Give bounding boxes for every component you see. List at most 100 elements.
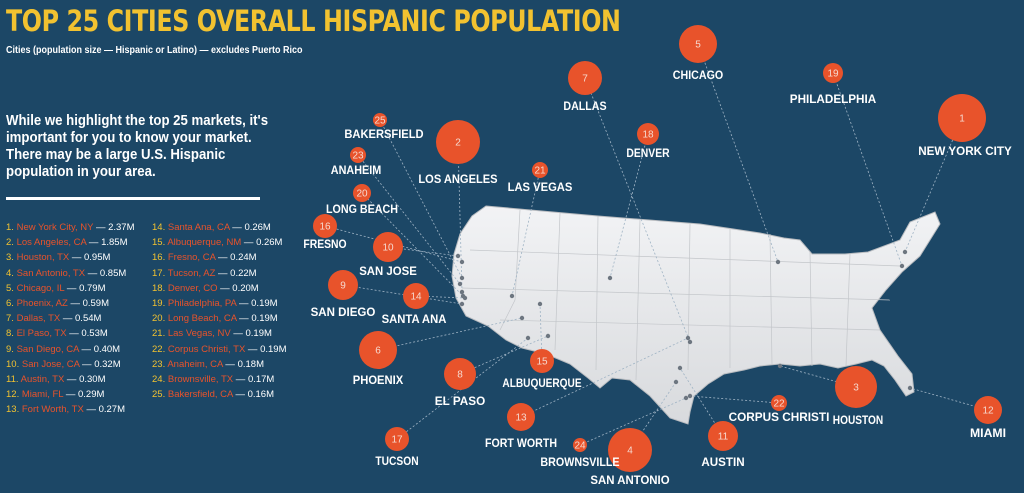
marker-circle [568, 61, 602, 95]
list-item: 21. Las Vegas, NV — 0.19M [152, 328, 272, 340]
connector-line [579, 397, 687, 446]
marker-rank: 1 [959, 114, 965, 125]
list-item: 23. Anaheim, CA — 0.18M [152, 358, 264, 370]
marker-label: SAN JOSE [359, 264, 417, 278]
marker-rank: 19 [827, 69, 839, 80]
city-location-dot [683, 395, 689, 401]
city-marker: 13 FORT WORTH [485, 403, 557, 450]
marker-label: EL PASO [435, 394, 485, 408]
city-marker: 2 LOS ANGELES [418, 120, 498, 186]
marker-rank: 15 [536, 357, 548, 368]
marker-rank: 8 [457, 370, 463, 381]
city-marker: 24 BROWNSVILLE [540, 438, 620, 469]
city-location-dot [677, 365, 683, 371]
city-marker: 18 DENVER [626, 123, 670, 160]
city-location-dot [455, 253, 461, 259]
list-item: 7. Dallas, TX — 0.54M [6, 313, 102, 325]
marker-rank: 23 [352, 151, 364, 162]
city-marker: 5 CHICAGO [673, 25, 723, 82]
marker-rank: 9 [340, 281, 346, 292]
connector-line [342, 284, 463, 305]
city-location-dot [685, 335, 691, 341]
page-subtitle: Cities (population size — Hispanic or La… [6, 45, 303, 56]
list-item: 13. Fort Worth, TX — 0.27M [6, 404, 125, 416]
marker-rank: 25 [374, 116, 386, 127]
city-marker: 7 DALLAS [563, 61, 607, 113]
city-markers: 1 NEW YORK CITY 2 LOS ANGELES 3 HOUSTON 4 SAN A… [303, 25, 1012, 487]
connector-line [361, 192, 464, 297]
city-location-dot [673, 379, 679, 385]
intro-text: While we highlight the top 25 markets, i… [6, 112, 269, 180]
marker-circle [359, 331, 397, 369]
list-item: 1. New York City, NY — 2.37M [6, 222, 135, 233]
city-marker: 12 MIAMI [970, 396, 1006, 440]
marker-circle [403, 283, 429, 309]
city-marker: 16 FRESNO [303, 214, 347, 251]
marker-label: CHICAGO [673, 68, 723, 82]
city-location-dot [459, 259, 465, 265]
marker-label: ALBUQUERQUE [502, 376, 581, 390]
connector-line [904, 117, 963, 253]
marker-rank: 5 [695, 40, 701, 51]
marker-rank: 12 [982, 406, 994, 417]
marker-rank: 24 [574, 441, 586, 452]
city-location-dot [459, 301, 465, 307]
connector-line [357, 154, 461, 285]
marker-label: BAKERSFIELD [344, 127, 424, 141]
marker-circle [573, 438, 587, 452]
list-item: 24. Brownsville, TX — 0.17M [152, 374, 275, 386]
marker-rank: 2 [455, 138, 461, 149]
marker-circle [835, 366, 877, 408]
city-marker: 6 PHOENIX [353, 331, 403, 387]
city-location-dot [459, 289, 465, 295]
list-item: 6. Phoenix, AZ — 0.59M [6, 298, 109, 310]
city-marker: 9 SAN DIEGO [311, 270, 376, 319]
list-item: 3. Houston, TX — 0.95M [6, 252, 111, 264]
marker-circle [608, 428, 652, 472]
list-item: 16. Fresno, CA — 0.24M [152, 252, 257, 264]
city-location-dot [519, 315, 525, 321]
marker-label: NEW YORK CITY [918, 144, 1012, 158]
city-location-dot [907, 385, 913, 391]
city-location-dot [459, 275, 465, 281]
city-location-dot [509, 293, 515, 299]
city-location-dot [775, 259, 781, 265]
marker-circle [507, 403, 535, 431]
marker-label: LOS ANGELES [418, 172, 497, 186]
marker-label: CORPUS CHRISTI [729, 410, 830, 424]
connector-line [689, 395, 780, 404]
marker-label: DALLAS [563, 99, 606, 113]
list-item: 15. Albuquerque, NM — 0.26M [152, 237, 283, 249]
marker-rank: 7 [582, 74, 588, 85]
city-marker: 19 PHILADELPHIA [790, 63, 877, 106]
marker-rank: 3 [853, 383, 859, 394]
connector-line [609, 133, 649, 279]
marker-label: PHOENIX [353, 373, 403, 387]
marker-circle [823, 63, 843, 83]
marker-label: FORT WORTH [485, 436, 557, 450]
list-item: 10. San Jose, CA — 0.32M [6, 358, 121, 370]
city-location-dot [525, 335, 531, 341]
city-marker: 3 HOUSTON [833, 366, 883, 427]
marker-rank: 11 [718, 432, 729, 443]
marker-circle [637, 123, 659, 145]
marker-circle [532, 162, 548, 178]
connector-line [377, 317, 523, 351]
marker-label: SANTA ANA [382, 312, 447, 326]
city-location-dot [687, 393, 693, 399]
marker-label: SAN DIEGO [311, 305, 376, 319]
marker-circle [679, 25, 717, 63]
marker-rank: 20 [356, 189, 368, 200]
city-marker: 8 EL PASO [435, 358, 485, 408]
marker-label: ANAHEIM [331, 163, 381, 177]
marker-rank: 10 [382, 243, 394, 254]
marker-rank: 6 [375, 346, 381, 357]
marker-circle [436, 120, 480, 164]
marker-circle [373, 232, 403, 262]
list-item: 18. Denver, CO — 0.20M [152, 282, 259, 294]
marker-circle [771, 395, 787, 411]
marker-label: SAN ANTONIO [590, 473, 669, 487]
marker-circle [373, 113, 387, 127]
connector-line [511, 169, 541, 297]
